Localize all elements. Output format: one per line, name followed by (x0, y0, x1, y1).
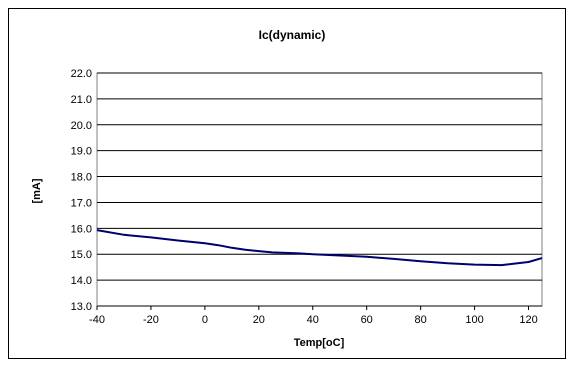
chart: Ic(dynamic) -40 -20 0 20 40 60 80 100 120 13.0 14… (31, 28, 543, 349)
y-tick-label: 16.0 (71, 223, 92, 235)
y-tick-label: 21.0 (71, 94, 92, 106)
y-tick-label: 18.0 (71, 172, 92, 184)
y-tick-label: 17.0 (71, 197, 92, 209)
y-tick-labels: 13.0 14.0 15.0 16.0 17.0 18.0 19.0 20.0 21.0 22.0 (71, 68, 92, 313)
y-tick-label: 22.0 (71, 68, 92, 80)
chart-title: Ic(dynamic) (259, 28, 326, 42)
x-tick-label: -40 (89, 314, 105, 326)
chart-frame: Ic(dynamic) -40 -20 0 20 40 60 80 100 120 13.0 14… (8, 8, 566, 359)
y-tick-label: 14.0 (71, 275, 92, 287)
x-tick-label: -20 (143, 314, 159, 326)
gridlines (97, 72, 542, 307)
x-tick-label: 120 (519, 314, 537, 326)
x-tick-label: 60 (361, 314, 373, 326)
y-axis-label: [mA] (31, 178, 43, 203)
x-tick-label: 20 (253, 314, 265, 326)
y-tick-label: 15.0 (71, 249, 92, 261)
y-tick-label: 19.0 (71, 146, 92, 158)
x-tick-labels: -40 -20 0 20 40 60 80 100 120 (89, 306, 538, 326)
x-axis-label: Temp[oC] (294, 337, 345, 349)
x-tick-label: 0 (202, 314, 208, 326)
x-tick-label: 40 (307, 314, 319, 326)
series-line (96, 229, 543, 267)
y-tick-label: 20.0 (71, 120, 92, 132)
plot-area (96, 72, 543, 307)
y-tick-label: 13.0 (71, 301, 92, 313)
x-tick-label: 100 (465, 314, 483, 326)
x-tick-label: 80 (415, 314, 427, 326)
